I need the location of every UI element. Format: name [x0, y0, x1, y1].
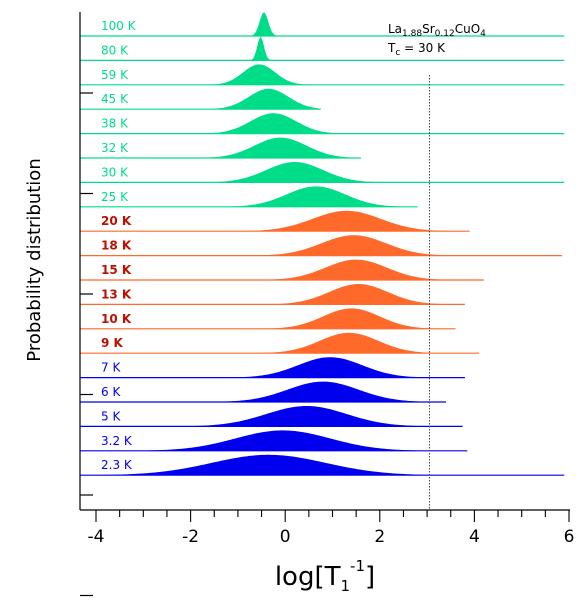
ridge-area — [80, 186, 418, 207]
critical-temperature: Tc = 30 K — [387, 41, 446, 58]
x-tick-label: 6 — [564, 527, 575, 547]
ridge-series: 32 K — [80, 137, 361, 159]
y-axis-title-text: Probability distribution — [24, 158, 45, 361]
sample-annotation: La1.88Sr0.12CuO4 Tc = 30 K — [387, 22, 486, 58]
ridge-series: 2.3 K — [80, 454, 565, 476]
ridge-area — [80, 235, 562, 256]
ridge-series: 10 K — [80, 308, 456, 330]
y-axis-title: Probability distribution — [24, 158, 45, 361]
series-label: 15 K — [101, 263, 132, 277]
ridge-area — [80, 12, 565, 37]
series-label: 7 K — [101, 361, 121, 375]
ridge-area — [80, 381, 447, 402]
ridge-area — [80, 88, 321, 110]
ridge-series: 9 K — [80, 332, 480, 354]
series-label: 100 K — [101, 19, 137, 33]
ridge-series: 15 K — [80, 259, 484, 281]
series-label: 59 K — [101, 68, 129, 82]
x-tick-label: -4 — [88, 527, 105, 547]
x-tick-label: 4 — [469, 527, 480, 547]
x-axis-tick-labels: -4 -2 0 2 4 6 — [88, 527, 575, 547]
ridge-area — [80, 284, 465, 305]
series-label: 6 K — [101, 385, 121, 399]
ridge-area — [80, 137, 361, 158]
ridge-series: 59 K — [80, 64, 565, 86]
series-label: 3.2 K — [101, 434, 133, 448]
series-label: 2.3 K — [101, 458, 133, 472]
sample-formula: La1.88Sr0.12CuO4 — [388, 22, 486, 39]
series-label: 32 K — [101, 141, 129, 155]
ridge-series: 45 K — [80, 88, 321, 110]
ridge-area — [80, 357, 465, 378]
ridge-series: 13 K — [80, 284, 465, 305]
ridge-series: 100 K — [80, 12, 565, 37]
ridge-series: 7 K — [80, 357, 465, 379]
series-label: 80 K — [101, 43, 129, 57]
series-label: 25 K — [101, 190, 129, 204]
ridge-area — [80, 430, 468, 451]
x-axis-title: log[T1-1] — [275, 557, 375, 595]
ridge-area — [80, 332, 480, 354]
ridge-area — [80, 210, 470, 232]
series-label: 38 K — [101, 117, 129, 131]
ridge-series: 80 K — [80, 36, 565, 62]
ridge-series: 6 K — [80, 381, 447, 403]
ridge-area — [80, 162, 565, 183]
ridge-series: 30 K — [80, 162, 565, 183]
ridge-area — [80, 308, 456, 329]
ridge-series: 38 K — [80, 113, 565, 135]
ridge-area — [80, 259, 484, 280]
ridge-area — [80, 406, 463, 427]
ridge-area — [80, 454, 565, 476]
x-tick-label: -2 — [182, 527, 199, 547]
series-label: 5 K — [101, 409, 121, 423]
series-label: 10 K — [101, 312, 132, 326]
ridge-series: 25 K — [80, 186, 418, 208]
ridge-series: 20 K — [80, 210, 470, 232]
ridge-series: 3.2 K — [80, 430, 468, 452]
ridge-series-group: 100 K 80 K 59 K 45 K 38 K 32 K 30 K 25 K 20 K 18 … — [80, 12, 565, 476]
series-label: 18 K — [101, 239, 132, 253]
left-axis-ticks — [80, 92, 93, 597]
series-label: 45 K — [101, 92, 129, 106]
series-label: 13 K — [101, 287, 132, 301]
ridge-series: 5 K — [80, 406, 463, 427]
x-tick-label: 2 — [374, 527, 385, 547]
ridge-area — [80, 113, 565, 134]
x-axis-title-text: log[T1-1] — [275, 557, 375, 595]
series-label: 30 K — [101, 165, 129, 179]
series-label: 20 K — [101, 214, 132, 228]
series-label: 9 K — [101, 336, 124, 350]
ridge-area — [80, 36, 565, 61]
x-tick-label: 0 — [280, 527, 291, 547]
ridge-series: 18 K — [80, 235, 562, 257]
x-axis-ticks — [95, 510, 570, 522]
ridge-area — [80, 64, 565, 85]
